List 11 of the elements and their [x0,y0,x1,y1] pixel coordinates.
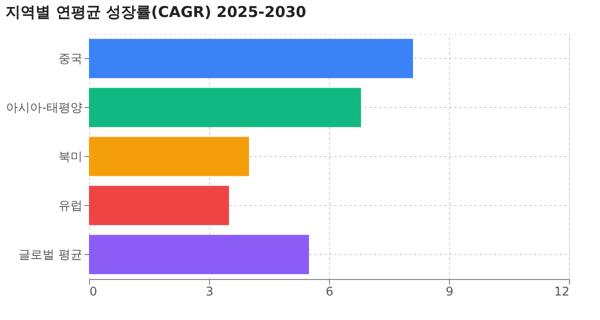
y-tick-label: 아시아-태평양 [6,100,82,114]
x-tick-label: 12 [554,284,570,298]
x-tick-label: 3 [206,284,214,298]
y-tick-label: 유럽 [58,198,82,212]
x-tick-label: 9 [446,284,454,298]
x-tick-label: 6 [326,284,334,298]
x-tick-label: 0 [90,284,98,298]
chart-title: 지역별 연평균 성장률(CAGR) 2025-2030 [6,3,306,21]
y-tick-label: 글로벌 평균 [18,248,82,262]
y-tick-label: 중국 [58,52,82,66]
y-tick-label: 북미 [58,150,82,164]
